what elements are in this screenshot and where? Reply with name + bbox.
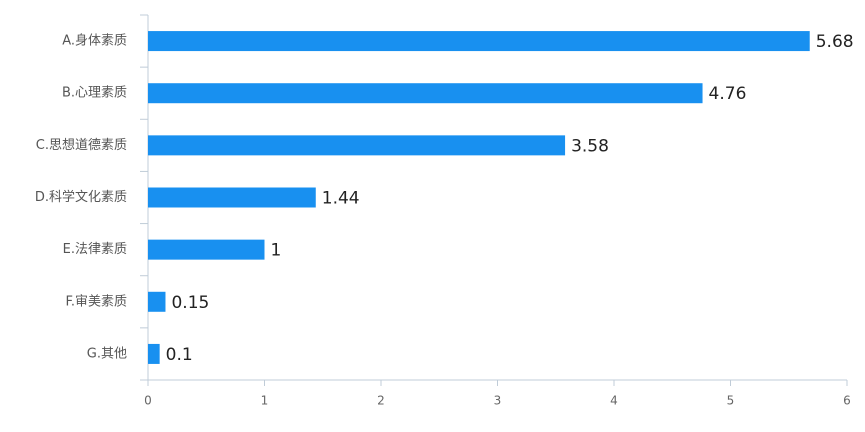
y-tick-label: E.法律素质 [63,242,127,257]
y-tick-label: F.审美素质 [65,294,127,309]
bar [148,291,166,312]
y-tick-label: C.思想道德素质 [36,137,127,153]
x-tick-label: 5 [727,394,735,408]
data-label: 1 [271,241,282,261]
data-label: 1.44 [322,189,360,209]
bar [148,135,566,156]
bar [148,239,265,260]
y-tick-label: D.科学文化素质 [35,189,127,205]
x-tick-label: 3 [494,394,502,408]
data-label: 0.15 [171,293,209,313]
bar [148,187,316,208]
bar [148,343,160,364]
bar [148,31,810,52]
bar [148,83,703,104]
y-tick-label: G.其他 [87,346,127,361]
x-tick-label: 4 [610,394,618,408]
x-tick-label: 1 [261,394,269,408]
y-tick-label: A.身体素质 [62,33,127,49]
data-label: 3.58 [571,136,609,156]
x-tick-label: 2 [377,394,385,408]
data-label: 5.68 [816,32,854,52]
x-tick-label: 0 [144,394,152,408]
data-label: 4.76 [709,84,747,104]
x-tick-label: 6 [843,394,851,408]
data-label: 0.1 [166,345,193,365]
y-tick-label: B.心理素质 [62,86,127,101]
